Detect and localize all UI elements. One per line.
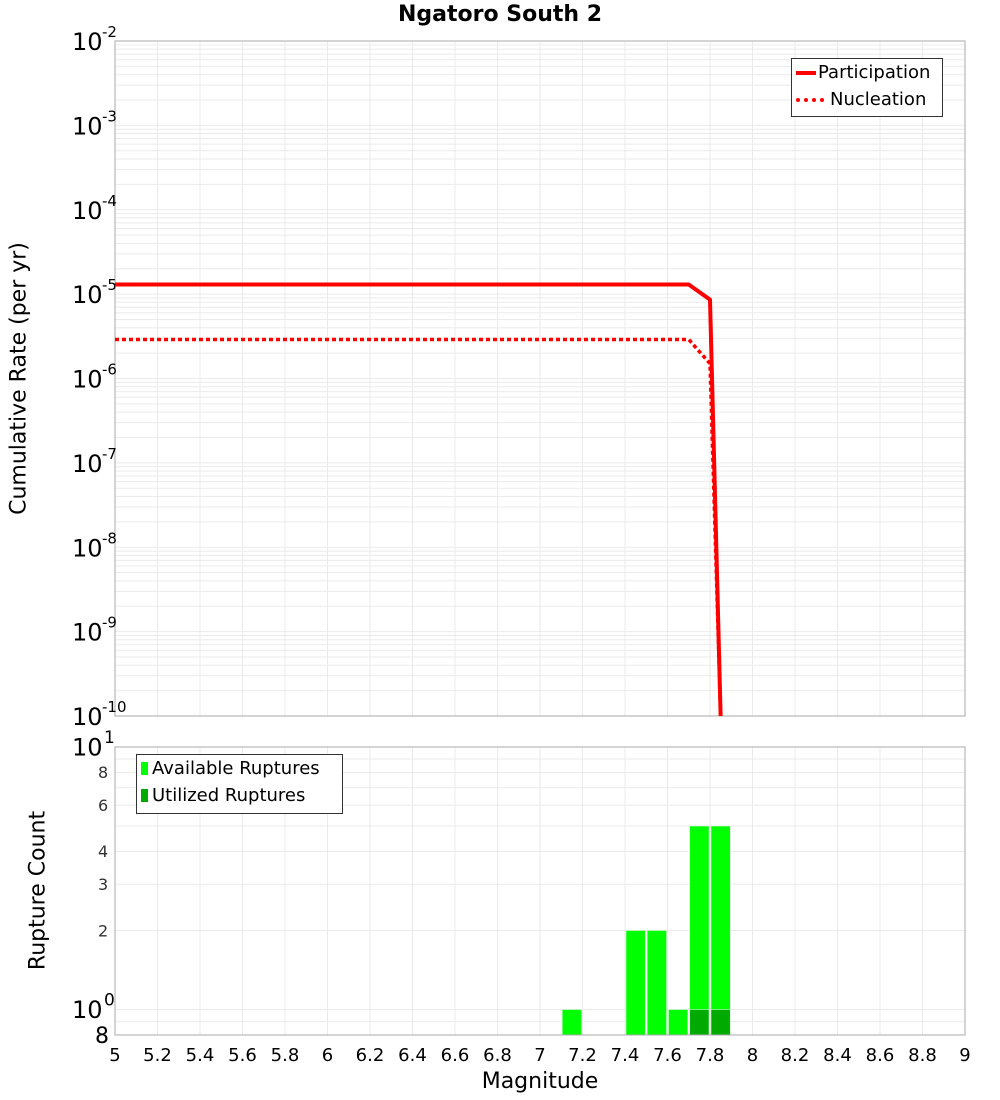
participation-line: [115, 282, 723, 717]
histogram-bar: [689, 825, 710, 1036]
x-tick-label: 7.8: [696, 1045, 725, 1066]
x-tick-label: 7.6: [653, 1045, 682, 1066]
x-tick-label: 8.6: [866, 1045, 895, 1066]
y-tick-label: 10: [72, 703, 103, 731]
x-tick-label: 8.4: [823, 1045, 852, 1066]
y-tick-label: 10: [72, 734, 103, 762]
y-tick-exponent: 0: [104, 991, 115, 1011]
y-tick-exponent: -4: [102, 192, 117, 210]
y-tick-exponent: -5: [102, 276, 117, 294]
y-tick-exponent: -2: [102, 23, 117, 41]
x-axis-label: Magnitude: [481, 1069, 599, 1094]
x-tick-label: 6.4: [398, 1045, 427, 1066]
y-tick-label: 6: [98, 796, 108, 815]
y-tick-label: 4: [98, 842, 108, 861]
y-tick-exponent: -3: [102, 107, 117, 125]
y-tick-label: 10: [72, 197, 103, 225]
y-tick-exponent: -10: [102, 698, 127, 716]
histogram-bar: [710, 825, 731, 1036]
x-tick-label: 5: [109, 1045, 120, 1066]
top-plot-frame: [114, 40, 966, 717]
chart-title: Ngatoro South 2: [397, 2, 603, 27]
y-tick-label: 10: [72, 281, 103, 309]
histogram-bar: [625, 930, 646, 1036]
y-tick-label: 10: [72, 28, 103, 56]
bottom-plot-frame: [114, 746, 966, 1036]
y-tick-label: 10: [72, 450, 103, 478]
dotted-line-swatch-icon: [796, 97, 824, 102]
x-tick-label: 7: [534, 1045, 545, 1066]
nucleation-line: [115, 337, 723, 717]
y-tick-exponent: -9: [102, 614, 117, 632]
y-tick-label: 10: [72, 112, 103, 140]
histogram-bar: [668, 1009, 689, 1036]
x-tick-label: 8.2: [781, 1045, 810, 1066]
x-tick-label: 7.2: [568, 1045, 597, 1066]
y-tick-label: 10: [72, 366, 103, 394]
y-tick-exponent: -6: [102, 361, 117, 379]
y-tick-label: 2: [98, 921, 108, 940]
y-tick-label: 8: [98, 763, 108, 782]
dark-green-box-swatch-icon: [141, 789, 148, 802]
solid-line-swatch-icon: [796, 70, 816, 75]
x-tick-label: 6: [322, 1045, 333, 1066]
x-tick-label: 9: [959, 1045, 970, 1066]
legend-item-participation: Participation: [792, 59, 942, 86]
legend-item-available: Available Ruptures: [137, 755, 342, 782]
y-tick-label: 8: [95, 1024, 109, 1049]
legend-item-nucleation: Nucleation: [792, 86, 942, 113]
green-box-swatch-icon: [141, 762, 148, 775]
histogram-bar: [561, 1009, 582, 1036]
x-tick-label: 5.4: [186, 1045, 215, 1066]
y-tick-label: 10: [72, 619, 103, 647]
y-tick-label: 10: [72, 534, 103, 562]
bottom-legend: Available Ruptures Utilized Ruptures: [136, 754, 343, 814]
x-tick-label: 8: [747, 1045, 758, 1066]
y-tick-exponent: -7: [102, 445, 117, 463]
x-tick-label: 6.8: [483, 1045, 512, 1066]
x-tick-label: 8.8: [908, 1045, 937, 1066]
x-tick-label: 5.8: [271, 1045, 300, 1066]
legend-item-utilized: Utilized Ruptures: [137, 782, 342, 809]
x-tick-label: 7.4: [611, 1045, 640, 1066]
x-tick-label: 5.6: [228, 1045, 257, 1066]
bottom-y-axis-label: Rupture Count: [25, 810, 51, 971]
y-tick-label: 10: [72, 996, 103, 1024]
x-tick-label: 5.2: [143, 1045, 172, 1066]
x-tick-label: 6.2: [356, 1045, 385, 1066]
x-tick-label: 6.6: [441, 1045, 470, 1066]
top-y-axis-label: Cumulative Rate (per yr): [6, 242, 32, 515]
histogram-bar: [689, 1009, 710, 1036]
histogram-bar: [710, 1009, 731, 1036]
y-tick-exponent: 1: [104, 728, 115, 748]
histogram-bar: [646, 930, 667, 1036]
top-legend: Participation Nucleation: [791, 58, 943, 117]
y-tick-exponent: -8: [102, 529, 117, 547]
y-tick-label: 3: [98, 875, 108, 894]
